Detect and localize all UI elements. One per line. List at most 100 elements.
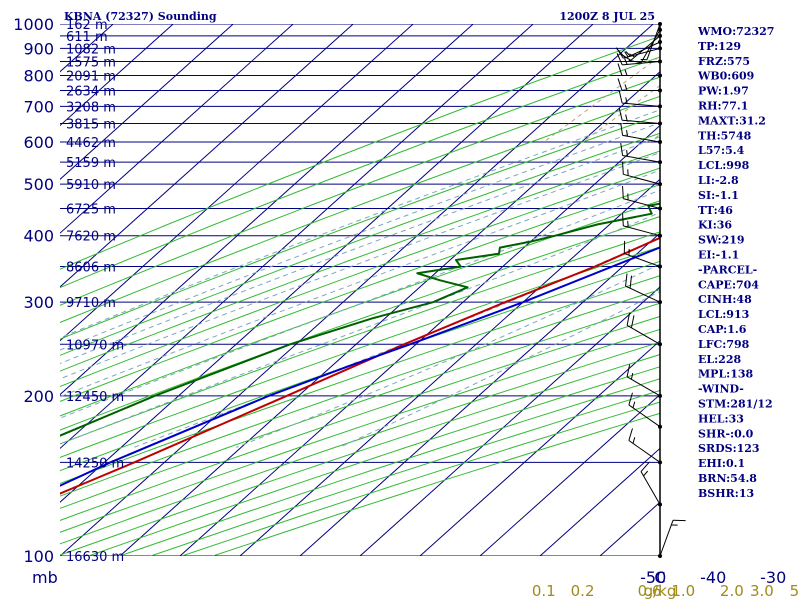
wind-barb-half: [624, 84, 628, 91]
wind-barb-half: [625, 51, 631, 57]
pressure-tick-label: 900: [23, 39, 54, 58]
height-label: 12450 m: [66, 390, 124, 405]
sounding-index-label: RH:77.1: [698, 100, 748, 113]
mixing-ratio-unit: g/kg: [644, 582, 677, 600]
wind-barb: [623, 198, 661, 209]
height-label: 6725 m: [66, 202, 116, 217]
mixing-ratio-tick-label: 0.6: [638, 582, 662, 600]
isotherm-line: [60, 24, 354, 288]
isotherm-line: [419, 340, 660, 556]
isotherm-line: [60, 24, 474, 396]
wind-barb-flag: [618, 90, 623, 104]
sounding-index-label: PW:1.97: [698, 85, 749, 98]
mixing-ratio-line: [762, 24, 800, 142]
dry-adiabat-line: [60, 328, 660, 533]
sounding-index-label: SI:-1.1: [698, 189, 739, 202]
wind-barb-flag: [615, 47, 624, 59]
grid-layer: [60, 24, 800, 556]
sounding-index-label: -PARCEL-: [698, 263, 757, 276]
sounding-index-label: TT:46: [698, 204, 733, 217]
temperature-tick-label: -40: [700, 568, 726, 587]
wind-barb-flag: [630, 315, 635, 328]
mixing-ratio-tick-label: 3.0: [750, 582, 774, 600]
wind-barb-half: [626, 150, 628, 157]
isotherm-line: [60, 24, 234, 180]
profile-layer: [60, 202, 660, 495]
height-label: 5910 m: [66, 178, 116, 193]
sounding-index-label: -WIND-: [698, 383, 744, 396]
wind-barb-flag: [617, 63, 623, 76]
wind-barb: [622, 61, 661, 66]
dewpoint-profile-line: [60, 202, 660, 437]
temperature-tick-label: -30: [760, 568, 786, 587]
sounding-index-label: LI:-2.8: [698, 174, 739, 187]
sounding-index-label: TH:5748: [698, 129, 752, 142]
isotherm-line: [60, 24, 294, 234]
wind-barb-half: [632, 437, 636, 444]
wind-barb: [625, 285, 661, 303]
sounding-index-label: BRN:54.8: [698, 472, 757, 485]
height-label: 2634 m: [66, 84, 116, 99]
height-label: 1082 m: [66, 42, 116, 57]
sounding-index-label: EI:-1.1: [698, 249, 739, 262]
dry-adiabat-line: [60, 341, 660, 545]
sounding-index-label: CAPE:704: [698, 278, 759, 291]
wind-barb-half: [625, 97, 628, 104]
height-label: 10970 m: [66, 338, 124, 353]
wind-barb: [626, 376, 661, 397]
dry-adiabat-line: [60, 95, 660, 324]
wind-barb-half: [625, 114, 628, 121]
wind-barb-flag: [628, 59, 642, 64]
wind-barb: [622, 155, 661, 163]
height-label: 9710 m: [66, 296, 116, 311]
moist-adiabat-line: [60, 109, 660, 339]
height-label: 3208 m: [66, 100, 116, 115]
height-label: 8606 m: [66, 261, 116, 276]
wind-barb-flag: [622, 213, 624, 226]
wind-barb-flag: [622, 161, 624, 175]
moist-adiabat-line: [60, 136, 660, 365]
dry-adiabat-line: [60, 354, 660, 556]
dry-adiabat-line: [60, 76, 660, 306]
dry-adiabat-line: [60, 167, 660, 388]
station-title: KBNA (72327) Sounding: [64, 10, 217, 23]
wind-barb: [628, 404, 661, 428]
sounding-time: 1200Z 8 JUL 25: [559, 10, 655, 23]
pressure-tick-label: 600: [23, 133, 54, 152]
pressure-tick-label: 1000: [13, 15, 54, 34]
isotherm-line: [60, 24, 534, 450]
isotherm-line: [359, 286, 660, 556]
isotherm-line: [60, 24, 174, 127]
sounding-index-label: HEL:33: [698, 412, 744, 425]
sounding-index-label: WMO:72327: [697, 25, 774, 38]
dry-adiabat-line: [60, 150, 660, 372]
wind-barb-half: [643, 470, 649, 477]
moist-adiabat-line: [60, 169, 660, 398]
sounding-index-label: SRDS:123: [698, 442, 760, 455]
wind-barb-half: [630, 373, 634, 380]
sounding-index-label: EHI:0.1: [698, 457, 745, 470]
wind-barb-flag: [622, 185, 624, 199]
wind-barb-flag: [626, 364, 631, 377]
wind-barb: [625, 41, 661, 59]
wind-barb-flag: [628, 428, 633, 441]
wind-barb-flag: [625, 273, 628, 287]
wind-barb: [640, 471, 661, 505]
wind-barb-half: [624, 69, 628, 76]
wind-barb-half: [626, 129, 628, 137]
wind-barb-half: [624, 51, 629, 58]
sounding-index-label: BSHR:13: [698, 487, 754, 500]
pressure-tick-label: 100: [23, 547, 54, 566]
height-label: 611 m: [66, 30, 108, 45]
height-label: 4462 m: [66, 136, 116, 151]
mixing-ratio-tick-label: 1.0: [671, 582, 695, 600]
wind-barb-flag: [616, 53, 623, 66]
wind-barb-half: [632, 401, 636, 408]
wind-barb: [622, 119, 661, 125]
sounding-index-label: WB0:609: [697, 70, 754, 83]
wind-barb-flag: [629, 275, 633, 289]
dry-adiabat-line: [60, 302, 660, 509]
mixing-ratio-tick-label: 0.2: [571, 582, 595, 600]
wind-barb-flag: [640, 461, 650, 472]
